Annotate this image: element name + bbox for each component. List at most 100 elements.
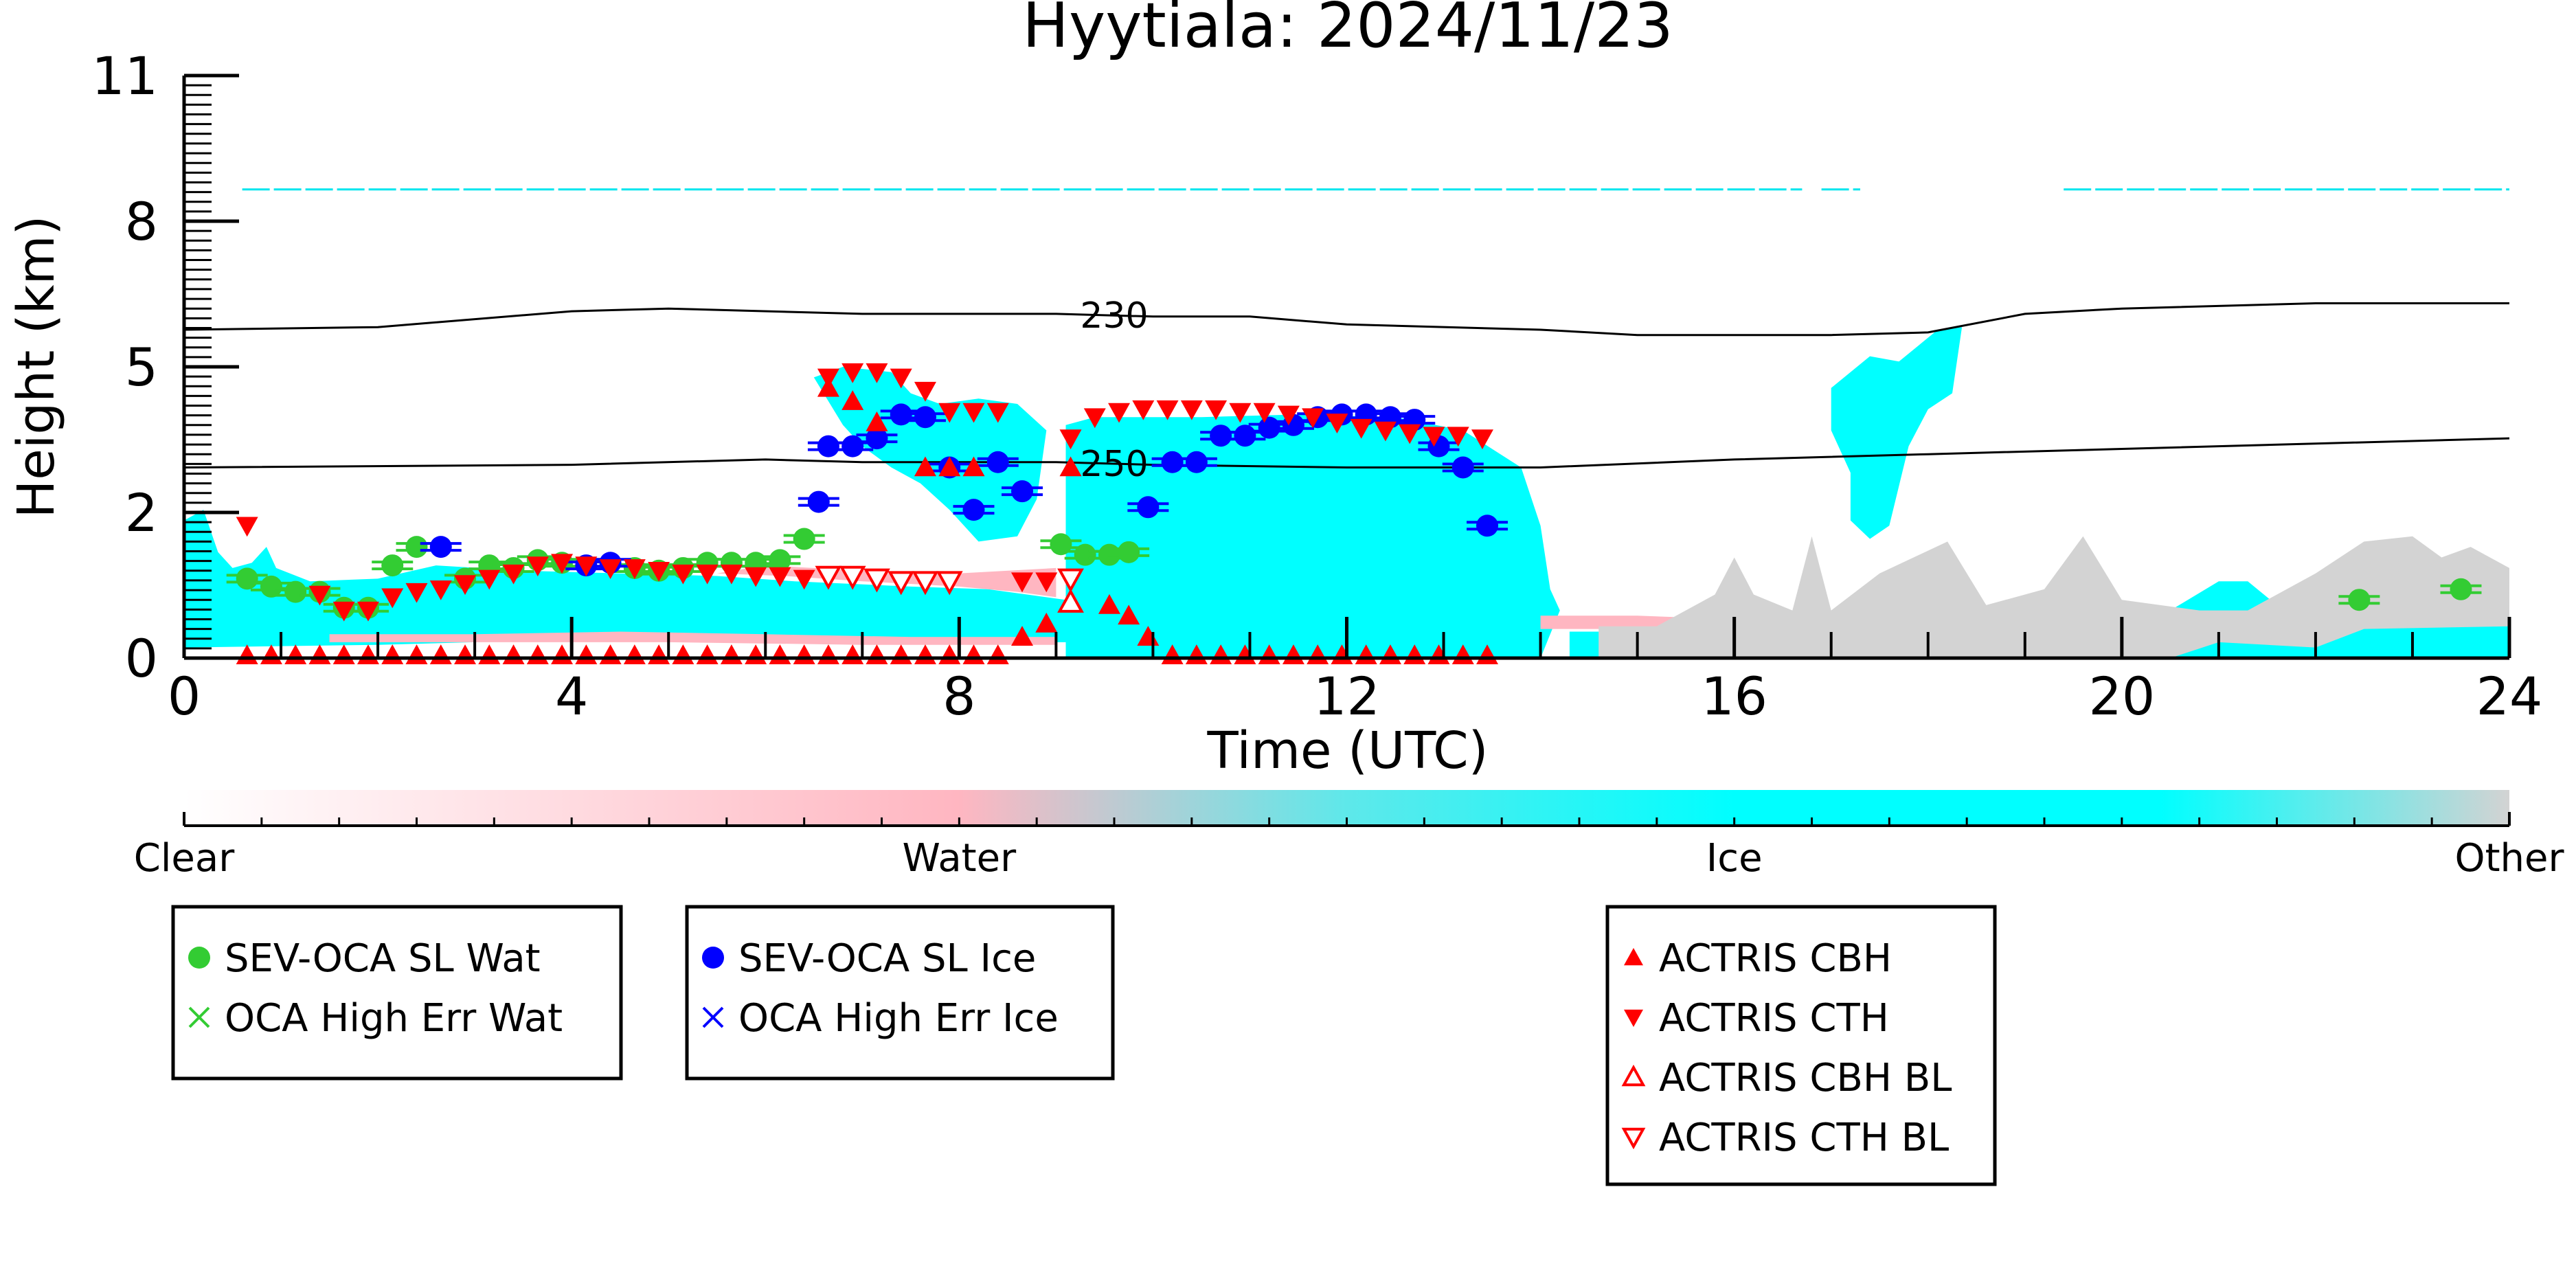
actris-cth-point — [1108, 403, 1131, 423]
sev-oca-sl-wat-point — [793, 528, 815, 550]
actris-cbh-point — [841, 390, 864, 410]
legend-label: OCA High Err Ice — [738, 996, 1059, 1041]
legend-box-3: ACTRIS CBH ACTRIS CTH ACTRIS CBH BL ACTRIS … — [1605, 905, 1997, 1186]
sev-oca-sl-wat-point — [2450, 578, 2472, 600]
actris-cbh-point — [648, 644, 670, 664]
actris-cth-bl-point — [815, 565, 842, 590]
actris-cbh-point — [1098, 594, 1120, 614]
actris-cth-point — [1350, 418, 1372, 439]
legend-marker — [1624, 948, 1643, 966]
legend-label: ACTRIS CTH BL — [1659, 1116, 1949, 1160]
sev-oca-sl-ice-point — [1161, 451, 1184, 473]
y-tick-label: 0 — [125, 628, 158, 689]
legend-box-2: SEV-OCA SL Ice OCA High Err Ice — [685, 905, 1115, 1081]
actris-cth-bl-point — [839, 565, 866, 590]
actris-cth-point — [502, 564, 525, 585]
legend-label: ACTRIS CBH BL — [1659, 1056, 1952, 1100]
actris-cth-point — [1471, 429, 1493, 450]
sev-oca-sl-ice-point — [914, 406, 936, 429]
legend-marker — [1621, 1127, 1646, 1150]
actris-cth-point — [575, 556, 598, 577]
sev-oca-sl-ice-point — [817, 435, 839, 457]
actris-cth-point — [623, 559, 646, 579]
actris-cbh-point — [720, 644, 743, 664]
actris-cth-point — [357, 601, 379, 622]
legend-box-1: SEV-OCA SL Wat OCA High Err Wat — [171, 905, 623, 1081]
x-tick-label: 12 — [1313, 666, 1380, 727]
actris-cth-point — [1156, 400, 1179, 420]
legend-entry: ACTRIS CTH — [1624, 996, 1889, 1041]
actris-cth-point — [551, 554, 574, 574]
actris-cbh-point — [986, 644, 1009, 664]
actris-cth-point — [526, 556, 549, 577]
sev-oca-sl-ice-point — [1185, 451, 1208, 473]
sev-oca-sl-ice-point — [866, 427, 888, 450]
legend-entry: SEV-OCA SL Wat — [188, 936, 541, 981]
sev-oca-sl-ice-point — [1011, 480, 1034, 503]
sev-oca-sl-ice-point — [1234, 425, 1256, 447]
x-tick-label: 16 — [1701, 666, 1767, 727]
chart-title: Hyytiala: 2024/11/23 — [1022, 0, 1673, 62]
legend-marker-stroke — [702, 1006, 724, 1028]
actris-cth-point — [1447, 427, 1469, 447]
legend-marker — [702, 1006, 724, 1028]
actris-cbh-point — [526, 644, 549, 664]
actris-cbh-point — [478, 644, 501, 664]
actris-cbh-point — [914, 644, 936, 664]
sev-oca-sl-ice-point — [962, 499, 985, 521]
actris-cbh-point — [914, 456, 936, 477]
actris-cth-point — [405, 583, 428, 603]
actris-cbh-point — [623, 644, 646, 664]
legend-label: SEV-OCA SL Wat — [225, 936, 541, 981]
sev-oca-sl-wat-point — [1074, 543, 1096, 566]
legend-label: ACTRIS CBH — [1659, 936, 1892, 981]
sev-oca-sl-ice-point — [807, 490, 830, 513]
actris-cth-point — [720, 564, 743, 585]
actris-cbh-point — [357, 644, 379, 664]
actris-cth-bl-point — [863, 568, 890, 593]
actris-cbh-point — [405, 644, 428, 664]
actris-cth-point — [1277, 405, 1300, 426]
sev-oca-sl-ice-point — [1476, 515, 1499, 537]
sev-oca-sl-ice-point — [986, 451, 1009, 473]
actris-cth-point — [962, 403, 985, 423]
actris-cth-point — [1205, 400, 1228, 420]
actris-cbh-point — [1118, 605, 1140, 625]
actris-cth-point — [332, 601, 355, 622]
actris-cbh-point — [502, 644, 525, 664]
actris-cbh-point — [817, 644, 839, 664]
actris-cbh-point — [841, 644, 864, 664]
actris-cth-point — [866, 363, 888, 383]
actris-cth-point — [793, 569, 815, 590]
actris-cth-point — [1302, 408, 1324, 429]
actris-cbh-point — [696, 644, 719, 664]
actris-cbh-point — [769, 644, 791, 664]
sev-oca-sl-ice-point — [1451, 456, 1474, 479]
legend-entry: OCA High Err Wat — [188, 996, 563, 1041]
other-cloud-region — [1598, 536, 2509, 658]
y-tick-label: 2 — [125, 482, 158, 543]
sev-oca-sl-ice-point — [1210, 425, 1232, 447]
actris-cth-point — [1180, 400, 1203, 420]
actris-cth-bl-point — [912, 571, 939, 596]
actris-cbh-point — [1035, 612, 1058, 633]
actris-cth-point — [817, 368, 839, 389]
colorbar: Clear Water Ice Other — [134, 790, 2564, 881]
sev-oca-sl-wat-point — [381, 554, 404, 577]
legend-entry: SEV-OCA SL Ice — [702, 936, 1036, 981]
contour-label: 250 — [1080, 444, 1148, 485]
actris-cbh-point — [962, 456, 985, 477]
actris-cth-point — [938, 403, 961, 423]
actris-cbh-point — [672, 644, 694, 664]
actris-cbh-point — [938, 644, 961, 664]
temperature-contours: 230 250 — [183, 295, 2510, 485]
actris-cth-point — [648, 562, 670, 582]
actris-cth-point — [769, 567, 791, 587]
legend-entry: ACTRIS CBH BL — [1621, 1056, 1952, 1100]
actris-cth-point — [1253, 403, 1276, 423]
actris-cbh-point — [793, 644, 815, 664]
actris-cbh-point — [1059, 456, 1082, 477]
actris-cbh-point — [962, 644, 985, 664]
actris-cth-point — [1011, 572, 1034, 593]
actris-cbh-point — [575, 644, 598, 664]
